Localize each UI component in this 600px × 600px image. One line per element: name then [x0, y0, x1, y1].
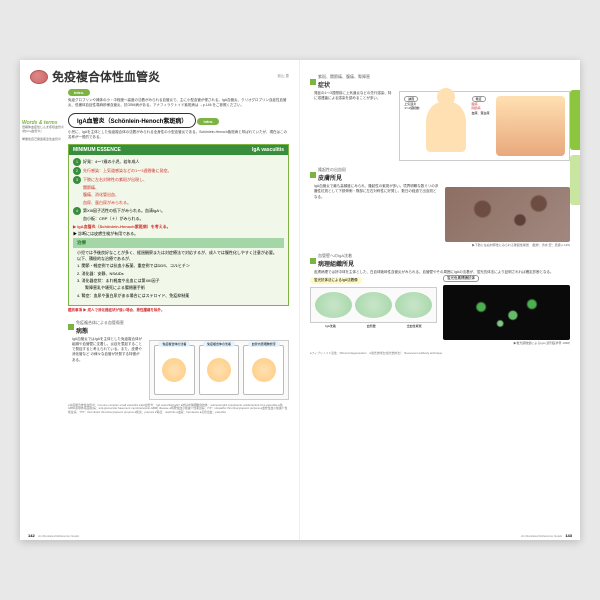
- essence-diag: ▶ 診断には皮膚生検が有用である。: [73, 231, 284, 237]
- essence-think: ▶ IgA血管炎（Schönlein-Henoch紫斑病）を考える。: [73, 224, 284, 230]
- tx-item: 消化器症状：まれ軽度や出血には第XIII因子: [81, 278, 159, 283]
- left-footnote: ●免疫複合体性血管炎：immune complex small vasculit…: [68, 404, 289, 415]
- sec2-title: 皮膚所見: [318, 173, 346, 182]
- essence-item: 第XIII因子活性の低下がみられる。血清IgA↑。: [83, 208, 165, 213]
- foot-figure: [496, 96, 565, 156]
- tx-item: 腎症：血尿や蛋白尿がある場合にはステロイド、免疫抑制薬: [81, 293, 189, 298]
- child-figure: [426, 102, 466, 152]
- fluor-label: 蛍光色素標識抗体: [443, 275, 479, 282]
- path-text: IgA血管炎ではIgAを主体とした免疫複合体が組織や血管壁に沈着し、炎症を惹起す…: [68, 337, 143, 400]
- right-page: 紫斑、関節痛、腹痛、腎障害 症状 発症の1～3週間前に上気道炎などの先行感染、特…: [300, 60, 580, 540]
- path-title: 病態: [76, 326, 124, 335]
- section-dot-icon: [310, 79, 316, 85]
- title-icon: [30, 70, 48, 84]
- section-dot-icon: [310, 172, 316, 178]
- pathology-diagram: 免疫複合体の沈着 免疫複合体の沈着 血管内皮細胞傷害: [149, 340, 289, 400]
- essence-item: 血小板：CRP（＋）がみられる。: [83, 216, 143, 221]
- sec1-text: 発症の1～3週間前に上気道炎などの先行感染、特に溶連菌による感染を認めることが多…: [310, 91, 393, 161]
- essence-body: 1好発：4～7歳の小児、若年成人 2先行感染：上気道感染などの1～3週間後に発症…: [69, 155, 288, 305]
- sym-labels: 誘因 上気道炎 1～3週間前: [404, 96, 419, 156]
- sec1-title: 症状: [318, 80, 370, 89]
- essence-item: 関節痛、: [83, 185, 99, 190]
- sym-labels-2: 発症 腹痛 関節痛 血尿、蛋白尿: [472, 96, 490, 156]
- intro-pill-2: intro.: [197, 118, 219, 125]
- essence-right: IgA vasculitis: [252, 147, 284, 153]
- tx-item: 腎障害乳や壊死による腸閉塞手術: [77, 285, 280, 291]
- pathology-section: 免疫複合体による血管傷害 病態 IgA血管炎ではIgAを主体とした免疫複合体が組…: [68, 320, 289, 400]
- sec3-title: 病理組織所見: [318, 259, 354, 268]
- essence-item: 下肢に左右対称性の紫斑が出現し、: [83, 177, 147, 182]
- side-tab-green: [570, 90, 580, 150]
- dia-label: 免疫複合体の沈着: [158, 341, 190, 347]
- main-title: 免疫複合体性血管炎: [52, 68, 160, 85]
- symptoms-section: 紫斑、関節痛、腹痛、腎障害 症状 発症の1～3週間前に上気道炎などの先行感染、特…: [310, 74, 570, 161]
- sub-intro: 小児に、IgAを主体とした免疫複合体の沈着がみられる全身性の小型血管炎である。S…: [68, 130, 289, 141]
- side-tab-light: [570, 155, 580, 205]
- essence-item: 先行感染：上気道感染などの1～3週間後に発症。: [83, 168, 171, 173]
- intro-pill: intro.: [68, 89, 90, 96]
- words-text: 低補体血症性じんま疹様血管炎(抗C1q血管炎)単優性自己関連疾患性血管炎: [22, 126, 64, 142]
- essence-title: MINIMUM ESSENCE: [73, 147, 121, 153]
- page-spread: 免疫複合体性血管炎 前山 恵 Words & terms 低補体血症性じんま疹様…: [20, 60, 580, 540]
- words-terms-sidebar: Words & terms 低補体血症性じんま疹様血管炎(抗C1q血管炎)単優性…: [22, 120, 64, 142]
- purpura-photo: [445, 187, 570, 242]
- symptom-illustration: 誘因 上気道炎 1～3週間前 発症 腹痛 関節痛 血尿、蛋白尿: [399, 91, 570, 161]
- essence-header: MINIMUM ESSENCE IgA vasculitis: [69, 145, 288, 155]
- left-content: intro. 免疫グロブリンや補体の小・中程度～高度の沈着がみられる血管炎で、主…: [68, 89, 289, 414]
- page-num-left: 142: [28, 533, 35, 538]
- fluorescence-photo: [443, 285, 570, 340]
- subtitle-box: IgA血管炎（Schönlein-Henoch紫斑病）: [68, 113, 196, 128]
- footer-left: An Illustrated Reference Guide: [38, 534, 79, 538]
- author: 前山 恵: [278, 74, 289, 79]
- left-page: 免疫複合体性血管炎 前山 恵 Words & terms 低補体血症性じんま疹様…: [20, 60, 300, 540]
- dia-label: 免疫複合体の沈着: [203, 341, 235, 347]
- histology-diagram: [310, 287, 437, 323]
- minimum-essence-box: MINIMUM ESSENCE IgA vasculitis 1好発：4～7歳の…: [68, 144, 289, 306]
- section-dot-icon: [310, 258, 316, 264]
- right-footnote: ●フィブリノイド変性：fibrinoid degeneration ●蛍光抗体法…: [310, 351, 570, 355]
- tx-item: 消化器：安静、NSAIDs: [81, 271, 123, 276]
- title-row: 免疫複合体性血管炎 前山 恵: [30, 68, 289, 85]
- fluor-caption: ▶蛍光顕微鏡によるIgA (週刊医学界 1998): [443, 341, 570, 345]
- histo-labels: IgA沈着 血管壁 出血性紫斑: [310, 324, 437, 328]
- tx-item: 関節・軽症例では抗血小板薬、重症例ではDDS、コルヒチン: [81, 263, 189, 268]
- sec2-text: IgA血管炎で最も高頻度にみられ、隆起性の紫斑が多い。境界明瞭な数ミリの浮腫性紅…: [310, 184, 439, 242]
- path-label: 免疫複合体による血管傷害: [76, 320, 124, 326]
- photo-caption: ▶下肢に左右対称性にみられる隆起性紫斑 (監修：清水 宏：皮膚 p.145): [310, 243, 570, 247]
- page-num-right: 143: [565, 533, 572, 538]
- histology-section: 血管壁へのIgA沈着 病理組織所見 皮膚病理では好中球を主体とした、白血球破砕性…: [310, 253, 570, 345]
- yellow-title: 蛍光抗体法によるIgA沈着像: [310, 277, 362, 284]
- kanbetu: 鑑別事項 ▶ 成人で消化器症状が強い場合、悪性腫瘍を除外。: [68, 308, 164, 312]
- treatment-header: 治療: [73, 238, 284, 247]
- intro-text: 免疫グロブリンや補体の小・中程度～高度の沈着がみられる血管炎で、主に小型血管が侵…: [68, 98, 289, 109]
- essence-item: 腹痛、消化管出血、: [83, 192, 119, 197]
- essence-item: 血尿、蛋白尿がみられる。: [83, 200, 131, 205]
- skin-findings-section: 隆起性の出血斑 皮膚所見 IgA血管炎で最も高頻度にみられ、隆起性の紫斑が多い。…: [310, 167, 570, 247]
- essence-item: 好発：4～7歳の小児、若年成人: [83, 159, 139, 164]
- footer-right: An Illustrated Reference Guide: [521, 534, 562, 538]
- tx-item: 小児では予後良好なことが多く、経過観察または対症療法で対応するが、成人では慢性化…: [77, 250, 280, 263]
- dia-label: 血管内皮細胞傷害: [248, 341, 280, 347]
- section-dot-icon: [68, 324, 74, 330]
